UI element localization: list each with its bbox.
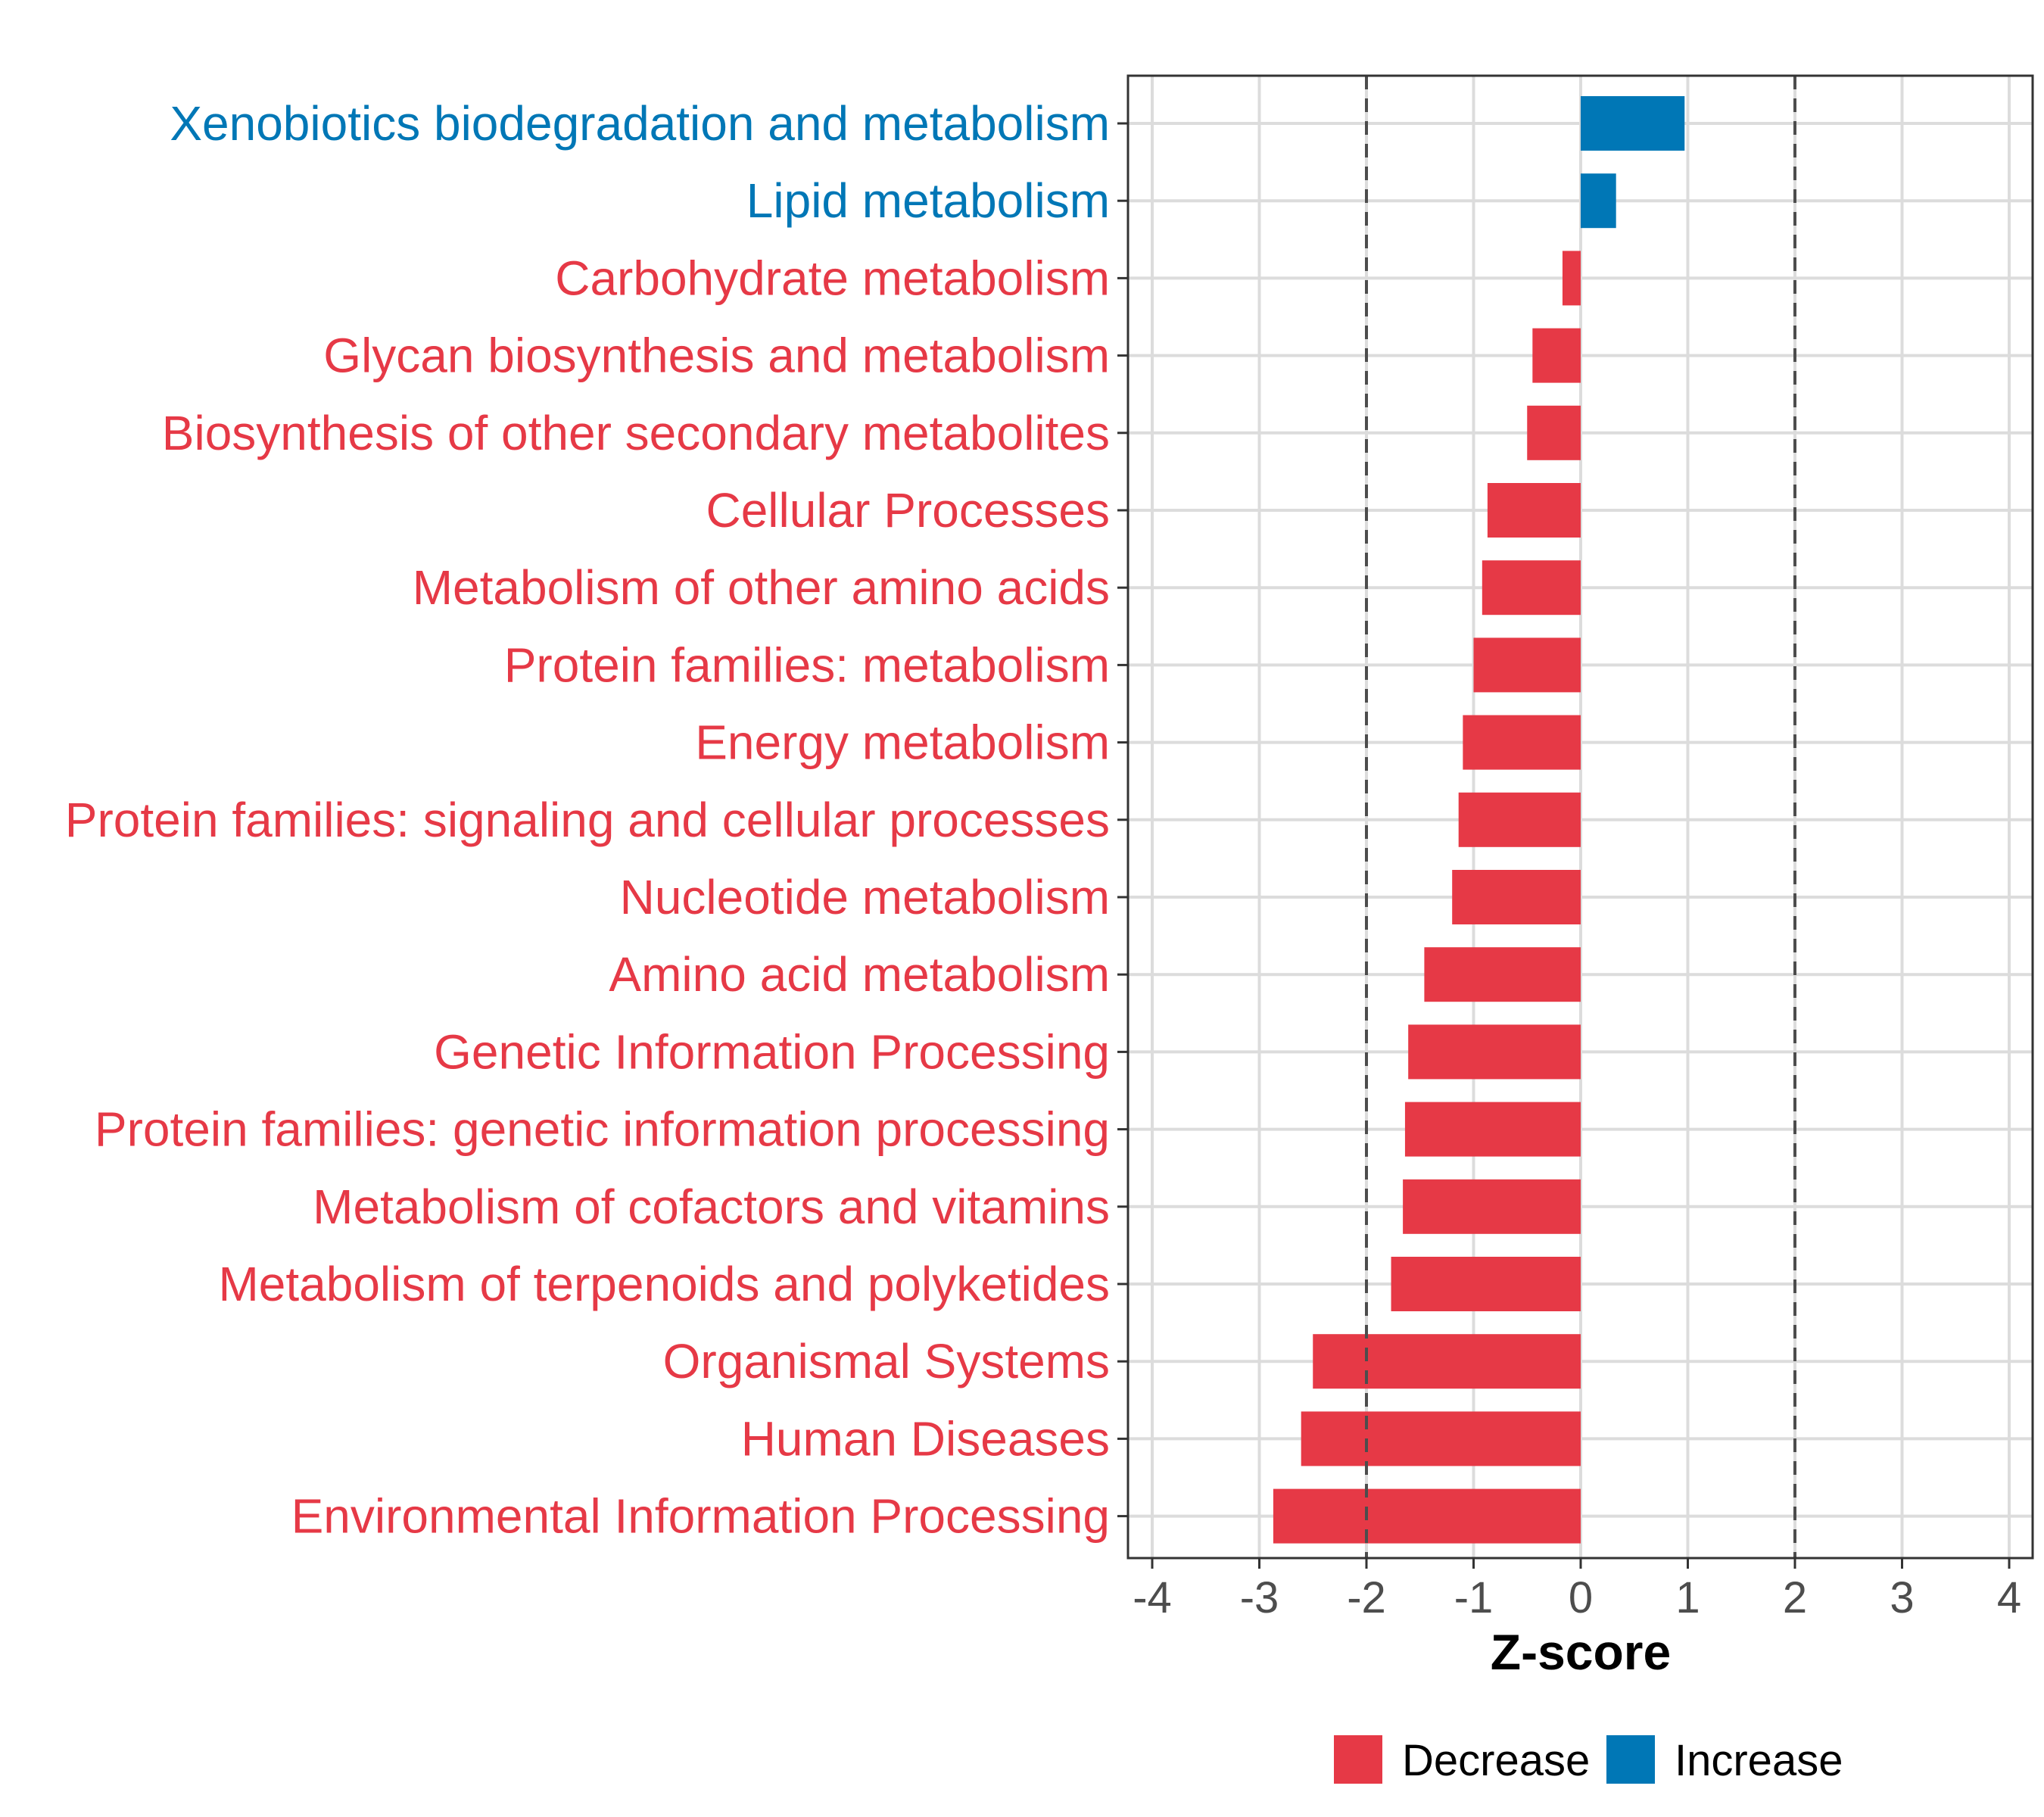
category-label: Nucleotide metabolism: [620, 870, 1110, 924]
reference-lines: [1365, 76, 1796, 1558]
x-tick-label: -4: [1133, 1573, 1172, 1622]
x-tick-label: -2: [1347, 1573, 1386, 1622]
category-label: Protein families: signaling and cellular…: [65, 793, 1110, 847]
bar: [1313, 1334, 1581, 1389]
category-label: Glycan biosynthesis and metabolism: [323, 329, 1110, 383]
bar: [1273, 1488, 1581, 1544]
bar: [1404, 1102, 1581, 1157]
category-label: Protein families: genetic information pr…: [95, 1102, 1110, 1157]
x-tick-label: 3: [1890, 1573, 1914, 1622]
x-tick-label: -3: [1240, 1573, 1279, 1622]
category-label: Metabolism of other amino acids: [413, 560, 1110, 615]
bars: [1273, 96, 1685, 1544]
legend-label: Decrease: [1402, 1736, 1590, 1785]
category-label: Metabolism of cofactors and vitamins: [313, 1180, 1110, 1234]
bar: [1473, 637, 1581, 693]
bar: [1581, 96, 1685, 151]
bar: [1482, 560, 1581, 616]
bar: [1532, 328, 1581, 383]
category-label: Energy metabolism: [695, 715, 1110, 770]
x-tick-label: 2: [1783, 1573, 1807, 1622]
category-label: Environmental Information Processing: [291, 1489, 1110, 1544]
bar: [1301, 1411, 1581, 1466]
legend-key: [1606, 1735, 1655, 1784]
bar: [1581, 173, 1616, 229]
bar: [1487, 483, 1581, 538]
category-label: Organismal Systems: [663, 1334, 1110, 1388]
bar: [1463, 715, 1581, 770]
category-label: Genetic Information Processing: [434, 1024, 1110, 1079]
x-tick-label: 0: [1569, 1573, 1593, 1622]
bar: [1391, 1257, 1581, 1311]
category-label: Biosynthesis of other secondary metaboli…: [162, 406, 1110, 460]
x-tick-label: 1: [1675, 1573, 1700, 1622]
category-label: Metabolism of terpenoids and polyketides: [218, 1257, 1110, 1311]
category-label: Carbohydrate metabolism: [555, 251, 1110, 305]
x-tick-label: -1: [1454, 1573, 1494, 1622]
category-label: Amino acid metabolism: [609, 947, 1110, 1002]
category-label: Xenobiotics biodegradation and metabolis…: [170, 96, 1110, 151]
category-label: Lipid metabolism: [746, 173, 1110, 228]
bar: [1527, 405, 1581, 460]
bar: [1562, 251, 1581, 306]
x-axis-ticks: -4 -3 -2 -1 0 1 2 3 4: [1133, 1558, 2021, 1622]
bar: [1458, 792, 1581, 847]
x-tick-label: 4: [1997, 1573, 2021, 1622]
bar: [1452, 870, 1581, 924]
legend: Decrease Increase: [1334, 1735, 1843, 1785]
bar: [1424, 947, 1581, 1002]
category-labels: Xenobiotics biodegradation and metabolis…: [65, 96, 1128, 1544]
category-label: Human Diseases: [741, 1411, 1110, 1466]
category-label: Protein families: metabolism: [504, 637, 1110, 692]
legend-label: Increase: [1675, 1736, 1843, 1785]
x-axis-title: Z-score: [1491, 1624, 1671, 1680]
bar: [1403, 1179, 1581, 1234]
legend-key: [1334, 1735, 1382, 1784]
bar: [1408, 1024, 1581, 1080]
category-label: Cellular Processes: [706, 483, 1110, 538]
